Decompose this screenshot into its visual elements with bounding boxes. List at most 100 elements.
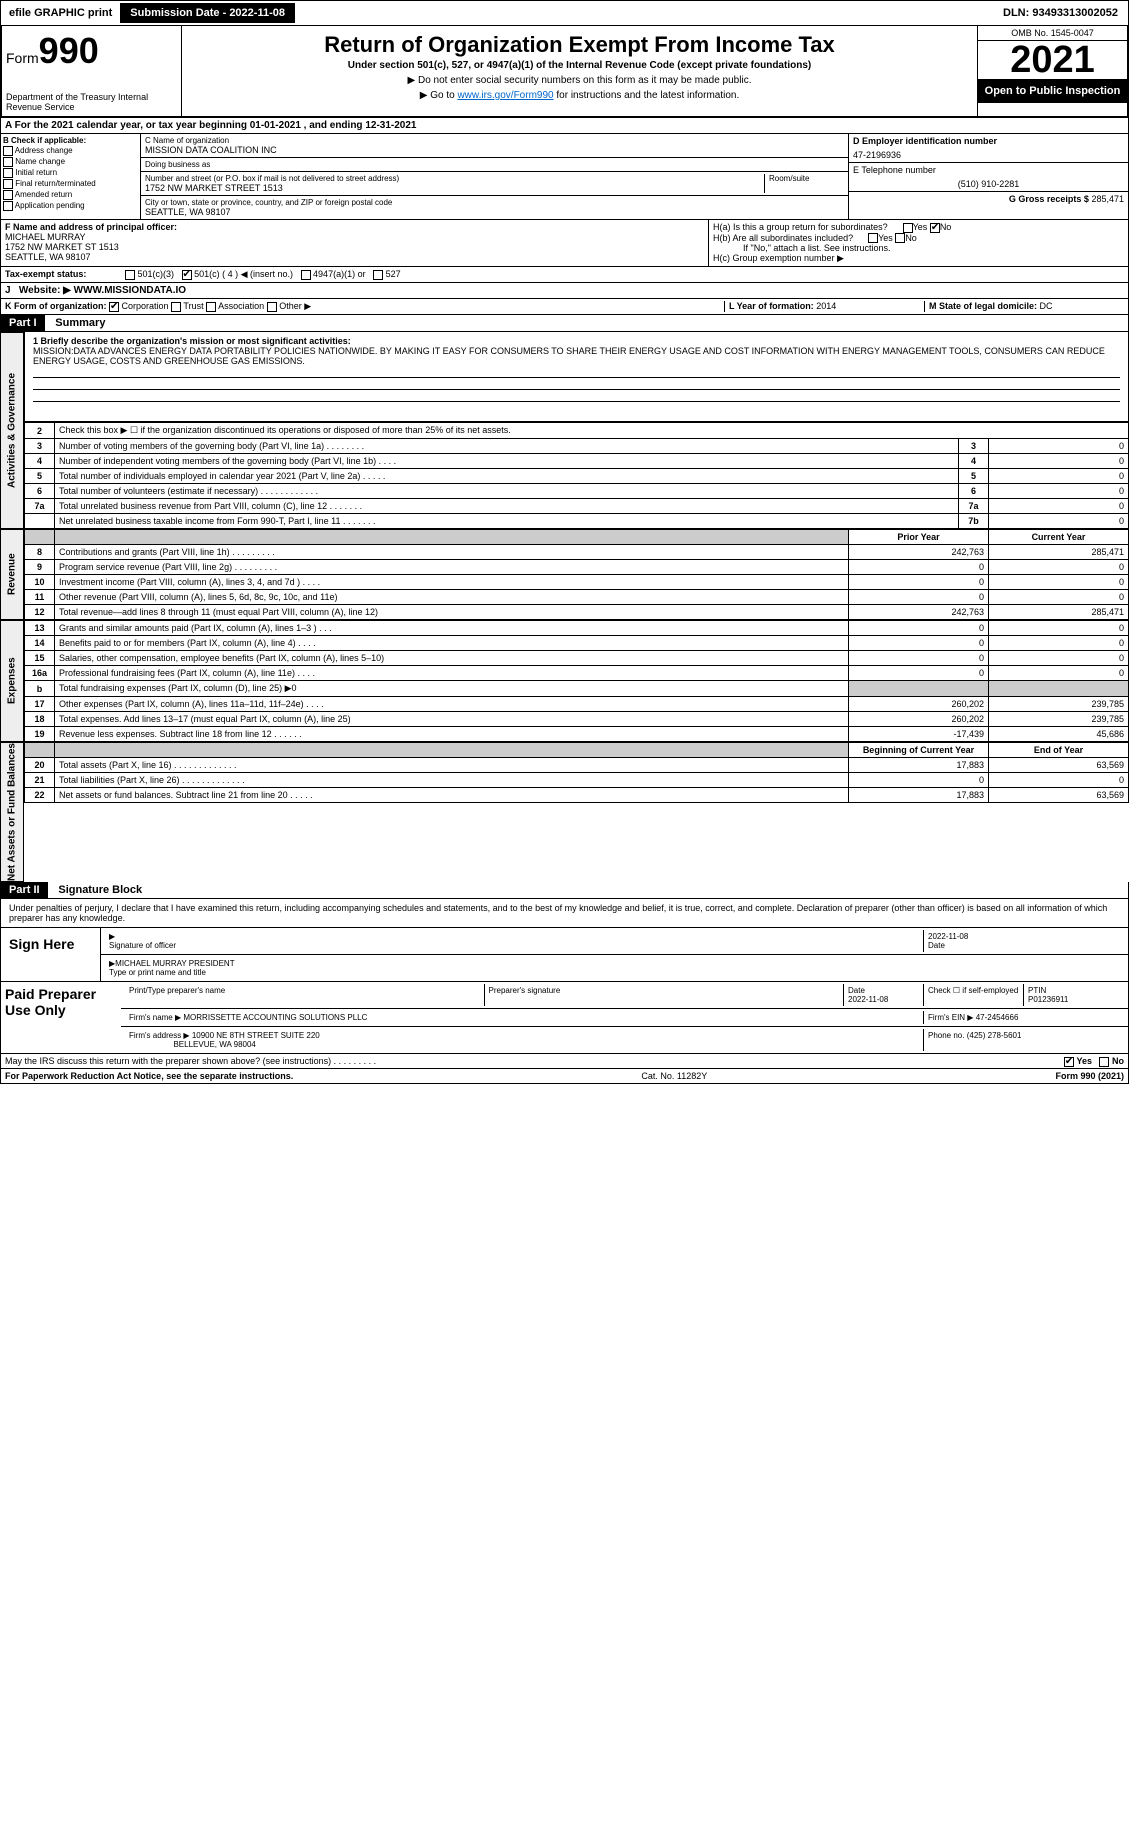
footer-left: For Paperwork Reduction Act Notice, see … bbox=[5, 1071, 293, 1081]
checkbox-icon[interactable] bbox=[3, 179, 13, 189]
line-val: 0 bbox=[989, 454, 1129, 469]
e-label: E Telephone number bbox=[853, 165, 1124, 175]
checkbox-icon[interactable] bbox=[895, 233, 905, 243]
c-name: MISSION DATA COALITION INC bbox=[145, 145, 844, 155]
cb-initial: Initial return bbox=[3, 168, 138, 178]
end-val: 63,569 bbox=[989, 758, 1129, 773]
cb-name: Name change bbox=[3, 157, 138, 167]
prior-val: 0 bbox=[849, 636, 989, 651]
submission-date-button[interactable]: Submission Date - 2022-11-08 bbox=[120, 3, 295, 23]
col-begin: Beginning of Current Year bbox=[849, 743, 989, 758]
b-label: B Check if applicable: bbox=[3, 136, 86, 145]
irs-link[interactable]: www.irs.gov/Form990 bbox=[457, 90, 553, 101]
phone-label: Phone no. bbox=[928, 1031, 964, 1040]
line-key: 7b bbox=[959, 514, 989, 529]
line-text: Program service revenue (Part VIII, line… bbox=[55, 560, 849, 575]
current-val: 285,471 bbox=[989, 605, 1129, 620]
line-key: 3 bbox=[959, 439, 989, 454]
prior-val bbox=[849, 681, 989, 697]
sig-name-row: ▶MICHAEL MURRAY PRESIDENTType or print n… bbox=[101, 955, 1128, 981]
checkbox-icon[interactable] bbox=[1064, 1057, 1074, 1067]
checkbox-icon[interactable] bbox=[125, 270, 135, 280]
sig-intro: Under penalties of perjury, I declare th… bbox=[0, 899, 1129, 928]
c-addr-label: Number and street (or P.O. box if mail i… bbox=[145, 174, 764, 183]
phone-cell: E Telephone number (510) 910-2281 bbox=[849, 163, 1128, 192]
j-val: WWW.MISSIONDATA.IO bbox=[74, 285, 186, 296]
line-num: 22 bbox=[25, 788, 55, 803]
line-text: Total expenses. Add lines 13–17 (must eq… bbox=[55, 712, 849, 727]
line-num: 15 bbox=[25, 651, 55, 666]
line-num: 18 bbox=[25, 712, 55, 727]
net-table: Beginning of Current YearEnd of Year20To… bbox=[24, 742, 1129, 803]
cb-final: Final return/terminated bbox=[3, 179, 138, 189]
dept-label: Department of the Treasury Internal Reve… bbox=[6, 92, 177, 112]
cb-address: Address change bbox=[3, 146, 138, 156]
c-room-label: Room/suite bbox=[769, 174, 844, 183]
current-val: 285,471 bbox=[989, 545, 1129, 560]
mission-label: 1 Briefly describe the organization's mi… bbox=[33, 336, 351, 346]
print-label: Print/Type preparer's name bbox=[129, 986, 225, 995]
line-text: Total liabilities (Part X, line 26) . . … bbox=[55, 773, 849, 788]
prior-val: 0 bbox=[849, 590, 989, 605]
col-current: Current Year bbox=[989, 530, 1129, 545]
sig-date-val: 2022-11-08 bbox=[928, 932, 968, 941]
form-prefix: Form bbox=[6, 50, 39, 66]
checkbox-icon[interactable] bbox=[182, 270, 192, 280]
c-city-label: City or town, state or province, country… bbox=[145, 198, 844, 207]
org-name-cell: C Name of organization MISSION DATA COAL… bbox=[141, 134, 848, 158]
line-text: Revenue less expenses. Subtract line 18 … bbox=[55, 727, 849, 742]
net-section: Net Assets or Fund Balances Beginning of… bbox=[0, 742, 1129, 882]
top-bar: efile GRAPHIC print Submission Date - 20… bbox=[0, 0, 1129, 26]
line-num: 11 bbox=[25, 590, 55, 605]
line-text: Grants and similar amounts paid (Part IX… bbox=[55, 621, 849, 636]
line-val: 0 bbox=[989, 439, 1129, 454]
checkbox-icon[interactable] bbox=[267, 302, 277, 312]
line-val: 0 bbox=[989, 499, 1129, 514]
line-num: 3 bbox=[25, 439, 55, 454]
exp-vlabel: Expenses bbox=[0, 620, 24, 742]
paid-label: Paid Preparer Use Only bbox=[1, 982, 121, 1053]
checkbox-icon[interactable] bbox=[301, 270, 311, 280]
hb-note: If "No," attach a list. See instructions… bbox=[713, 243, 1124, 253]
checkbox-icon[interactable] bbox=[930, 223, 940, 233]
checkbox-icon[interactable] bbox=[868, 233, 878, 243]
checkbox-icon[interactable] bbox=[1099, 1057, 1109, 1067]
prior-val: 242,763 bbox=[849, 545, 989, 560]
prior-val: 0 bbox=[849, 666, 989, 681]
line-num: 17 bbox=[25, 697, 55, 712]
line-text: Investment income (Part VIII, column (A)… bbox=[55, 575, 849, 590]
checkbox-icon[interactable] bbox=[206, 302, 216, 312]
j-text: Website: ▶ bbox=[19, 285, 71, 296]
checkbox-icon[interactable] bbox=[3, 157, 13, 167]
checkbox-icon[interactable] bbox=[903, 223, 913, 233]
line-num: 21 bbox=[25, 773, 55, 788]
firm-name-row: Firm's name ▶ MORRISSETTE ACCOUNTING SOL… bbox=[121, 1009, 1128, 1027]
line-text: Contributions and grants (Part VIII, lin… bbox=[55, 545, 849, 560]
current-val: 45,686 bbox=[989, 727, 1129, 742]
sign-here-label: Sign Here bbox=[1, 928, 101, 981]
current-val: 239,785 bbox=[989, 697, 1129, 712]
exp-section: Expenses 13Grants and similar amounts pa… bbox=[0, 620, 1129, 742]
f-addr2: SEATTLE, WA 98107 bbox=[5, 252, 91, 262]
checkbox-icon[interactable] bbox=[3, 201, 13, 211]
checkbox-icon[interactable] bbox=[3, 146, 13, 156]
line-text: Total assets (Part X, line 16) . . . . .… bbox=[55, 758, 849, 773]
current-val: 0 bbox=[989, 636, 1129, 651]
line-num: 6 bbox=[25, 484, 55, 499]
header-right: OMB No. 1545-0047 2021 Open to Public In… bbox=[977, 26, 1127, 116]
firm-name: MORRISSETTE ACCOUNTING SOLUTIONS PLLC bbox=[183, 1013, 367, 1022]
line-num: 19 bbox=[25, 727, 55, 742]
prior-val: 0 bbox=[849, 651, 989, 666]
checkbox-icon[interactable] bbox=[171, 302, 181, 312]
line-key: 6 bbox=[959, 484, 989, 499]
col-c: C Name of organization MISSION DATA COAL… bbox=[141, 134, 848, 219]
checkbox-icon[interactable] bbox=[3, 168, 13, 178]
checkbox-icon[interactable] bbox=[3, 190, 13, 200]
discuss-text: May the IRS discuss this return with the… bbox=[5, 1056, 376, 1066]
checkbox-icon[interactable] bbox=[373, 270, 383, 280]
col-b: B Check if applicable: Address change Na… bbox=[1, 134, 141, 219]
row-j: J Website: ▶ WWW.MISSIONDATA.IO bbox=[0, 283, 1129, 299]
checkbox-icon[interactable] bbox=[109, 302, 119, 312]
firm-addr-row: Firm's address ▶ 10900 NE 8TH STREET SUI… bbox=[121, 1027, 1128, 1053]
footer-right: Form 990 (2021) bbox=[1055, 1071, 1124, 1081]
